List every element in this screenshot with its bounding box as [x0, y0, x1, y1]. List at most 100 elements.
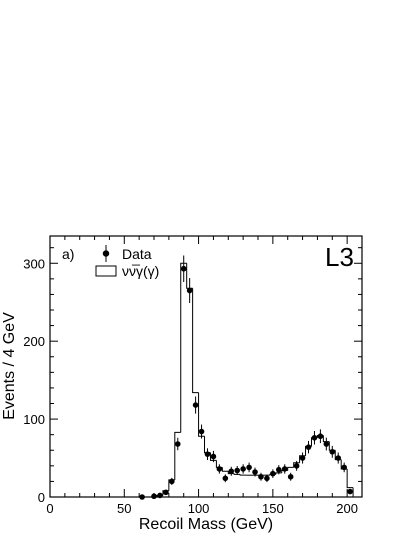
data-point	[174, 437, 181, 451]
data-point-marker	[157, 492, 163, 499]
data-point-marker	[240, 466, 246, 472]
x-tick-label: 0	[46, 501, 53, 516]
data-point	[305, 440, 312, 454]
data-point-marker	[317, 433, 324, 440]
data-point-marker	[186, 287, 193, 294]
data-point	[180, 255, 187, 282]
data-point	[258, 472, 264, 481]
data-point	[169, 477, 175, 485]
panel-label: a)	[62, 246, 74, 262]
x-axis-label: Recoil Mass (GeV)	[139, 516, 273, 533]
histogram-bin	[221, 467, 229, 472]
data-point	[139, 494, 145, 500]
y-tick-label: 0	[38, 490, 45, 505]
data-point	[228, 466, 235, 476]
data-point-marker	[204, 451, 211, 457]
data-point	[216, 464, 223, 474]
data-point-marker	[264, 475, 270, 482]
histogram-bin	[352, 487, 360, 498]
experiment-label: L3	[325, 242, 354, 272]
y-tick-label: 300	[23, 256, 45, 271]
data-point-marker	[222, 475, 229, 482]
data-point	[341, 462, 347, 473]
data-point	[329, 445, 336, 458]
data-points-layer	[139, 255, 353, 500]
data-point-marker	[252, 469, 258, 475]
plot-area: 0 50 100 150 200 0 100 200 300	[23, 235, 363, 516]
data-point	[252, 467, 258, 477]
data-point	[186, 278, 193, 304]
legend-data-label: Data	[122, 246, 152, 262]
data-point	[240, 464, 246, 474]
x-tick-label: 150	[262, 501, 284, 516]
plot-frame	[49, 235, 363, 498]
data-point-marker	[311, 434, 318, 441]
data-point	[323, 437, 330, 451]
histogram-bin	[174, 431, 181, 480]
data-point	[281, 464, 288, 474]
data-point	[276, 465, 282, 475]
data-point-marker	[216, 466, 223, 472]
data-point-marker	[299, 455, 306, 461]
histogram-bin	[198, 392, 205, 437]
data-point-marker	[258, 473, 264, 480]
histogram-bin	[275, 472, 282, 475]
legend-entry-mc: νν̅γ(γ)	[95, 263, 159, 279]
data-point	[192, 396, 199, 414]
histogram-bin	[233, 473, 241, 475]
data-point-marker	[169, 478, 175, 485]
data-point-marker	[281, 466, 288, 472]
data-point	[157, 492, 163, 499]
data-point	[335, 452, 342, 464]
x-tick-label: 100	[188, 501, 210, 516]
x-axis-ticks: 0 50 100 150 200	[46, 236, 363, 516]
data-point-marker	[246, 464, 252, 471]
data-point-marker	[234, 467, 240, 474]
legend-mc-label: νν̅γ(γ)	[122, 263, 159, 279]
data-point-marker	[305, 444, 312, 450]
data-point	[347, 488, 353, 495]
histogram-layer	[139, 262, 360, 498]
data-point	[163, 489, 169, 496]
data-point-marker	[163, 489, 169, 496]
histogram-bin	[346, 468, 354, 489]
histogram-bin	[239, 474, 247, 476]
data-point-marker	[276, 466, 282, 473]
data-point	[264, 474, 270, 483]
data-point	[270, 469, 276, 478]
histogram-bin	[180, 262, 187, 433]
x-tick-label: 50	[117, 501, 131, 516]
data-point-marker	[287, 473, 294, 480]
data-point	[234, 465, 240, 476]
y-axis-ticks: 0 100 200 300	[23, 247, 362, 505]
data-point	[317, 429, 324, 444]
data-point-marker	[293, 463, 300, 469]
data-point-marker	[329, 449, 336, 455]
data-point-marker	[192, 402, 199, 408]
legend-data-marker	[102, 250, 110, 257]
histogram-bin	[209, 452, 217, 461]
data-point-marker	[228, 468, 235, 475]
data-point-marker	[180, 265, 187, 272]
data-point	[246, 462, 252, 473]
data-point	[210, 450, 217, 463]
data-point-marker	[341, 464, 347, 471]
y-tick-label: 200	[23, 334, 45, 349]
data-point-marker	[198, 428, 205, 435]
data-point	[222, 474, 229, 483]
data-point	[198, 424, 205, 439]
data-point-marker	[210, 453, 217, 460]
data-point	[293, 460, 300, 471]
histogram-bin	[192, 288, 199, 394]
legend: Data νν̅γ(γ)	[95, 245, 159, 279]
legend-entry-data: Data	[102, 245, 152, 262]
data-point	[299, 452, 306, 464]
x-tick-label: 200	[336, 501, 358, 516]
data-point-marker	[139, 494, 145, 500]
data-point	[204, 448, 211, 460]
data-point-marker	[323, 441, 330, 447]
y-tick-label: 100	[23, 412, 45, 427]
data-point-marker	[270, 470, 276, 477]
legend-mc-box	[95, 265, 117, 277]
